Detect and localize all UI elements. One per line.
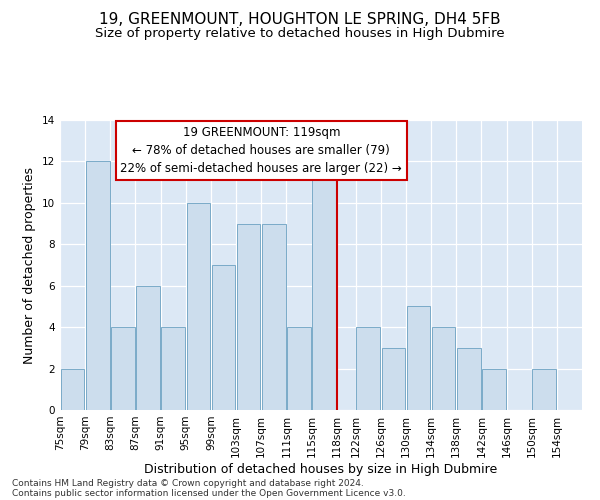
Bar [382, 348, 405, 410]
Bar [432, 327, 455, 410]
Bar [262, 224, 286, 410]
Bar [237, 224, 260, 410]
Bar [482, 368, 506, 410]
Bar [532, 368, 556, 410]
Text: 19 GREENMOUNT: 119sqm
← 78% of detached houses are smaller (79)
22% of semi-deta: 19 GREENMOUNT: 119sqm ← 78% of detached … [121, 126, 402, 175]
Bar [111, 327, 134, 410]
Bar [287, 327, 311, 410]
Bar [61, 368, 85, 410]
X-axis label: Distribution of detached houses by size in High Dubmire: Distribution of detached houses by size … [145, 462, 497, 475]
Text: 19, GREENMOUNT, HOUGHTON LE SPRING, DH4 5FB: 19, GREENMOUNT, HOUGHTON LE SPRING, DH4 … [99, 12, 501, 28]
Bar [161, 327, 185, 410]
Bar [136, 286, 160, 410]
Bar [86, 162, 110, 410]
Bar [457, 348, 481, 410]
Bar [313, 162, 336, 410]
Text: Contains HM Land Registry data © Crown copyright and database right 2024.: Contains HM Land Registry data © Crown c… [12, 478, 364, 488]
Bar [356, 327, 380, 410]
Bar [407, 306, 430, 410]
Bar [212, 265, 235, 410]
Y-axis label: Number of detached properties: Number of detached properties [23, 166, 37, 364]
Text: Contains public sector information licensed under the Open Government Licence v3: Contains public sector information licen… [12, 488, 406, 498]
Bar [187, 203, 210, 410]
Text: Size of property relative to detached houses in High Dubmire: Size of property relative to detached ho… [95, 28, 505, 40]
